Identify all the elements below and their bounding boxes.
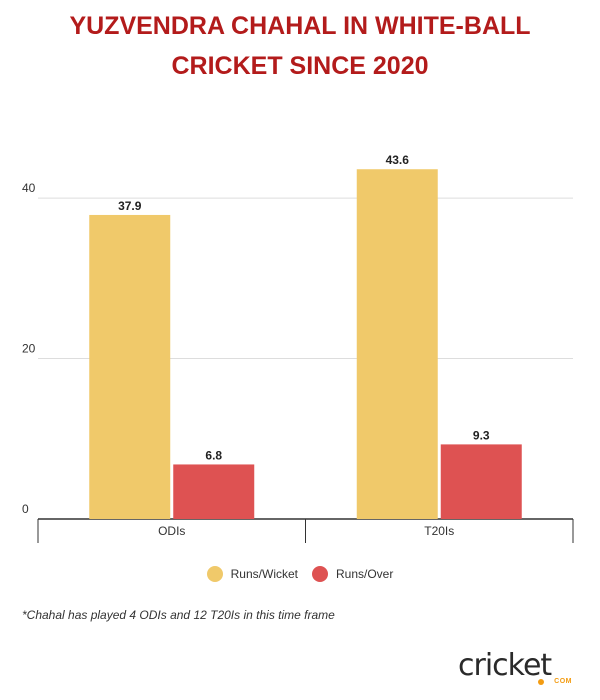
legend-swatch-runs-over	[312, 566, 328, 582]
bar	[89, 214, 171, 520]
cricket-com-logo: cricket COM	[458, 650, 578, 690]
chart-title-line-2: CRICKET SINCE 2020	[171, 52, 429, 80]
bar	[356, 169, 438, 519]
y-tick-label: 0	[22, 502, 29, 516]
y-tick-label: 20	[22, 342, 36, 356]
chart-title-line-1: YUZVENDRA CHAHAL IN WHITE-BALL	[69, 12, 531, 40]
chart-legend: Runs/Wicket Runs/Over	[0, 566, 600, 582]
chart-title: YUZVENDRA CHAHAL IN WHITE-BALL CRICKET S…	[0, 6, 600, 86]
data-label: 43.6	[386, 153, 410, 167]
logo-text: cricket	[458, 648, 552, 683]
bar	[440, 444, 522, 519]
logo-sub: COM	[554, 678, 572, 685]
footnote: *Chahal has played 4 ODIs and 12 T20Is i…	[22, 608, 335, 622]
bar	[173, 464, 255, 519]
legend-label-runs-over: Runs/Over	[336, 567, 394, 581]
data-label: 9.3	[473, 428, 490, 442]
legend-swatch-runs-wicket	[206, 566, 223, 582]
x-tick-label: ODIs	[158, 524, 185, 538]
data-label: 6.8	[205, 448, 222, 462]
legend-item-runs-over: Runs/Over	[312, 566, 393, 582]
y-tick-label: 40	[22, 181, 36, 195]
bar-chart: 0 20 40 ODIs 37.9 6.8 T20Is 43.6 9.3	[22, 153, 574, 543]
legend-item-runs-wicket: Runs/Wicket	[206, 566, 298, 582]
legend-label-runs-wicket: Runs/Wicket	[230, 567, 298, 581]
x-tick-label: T20Is	[424, 524, 454, 538]
logo-dot-icon	[538, 679, 544, 685]
data-label: 37.9	[118, 199, 142, 213]
